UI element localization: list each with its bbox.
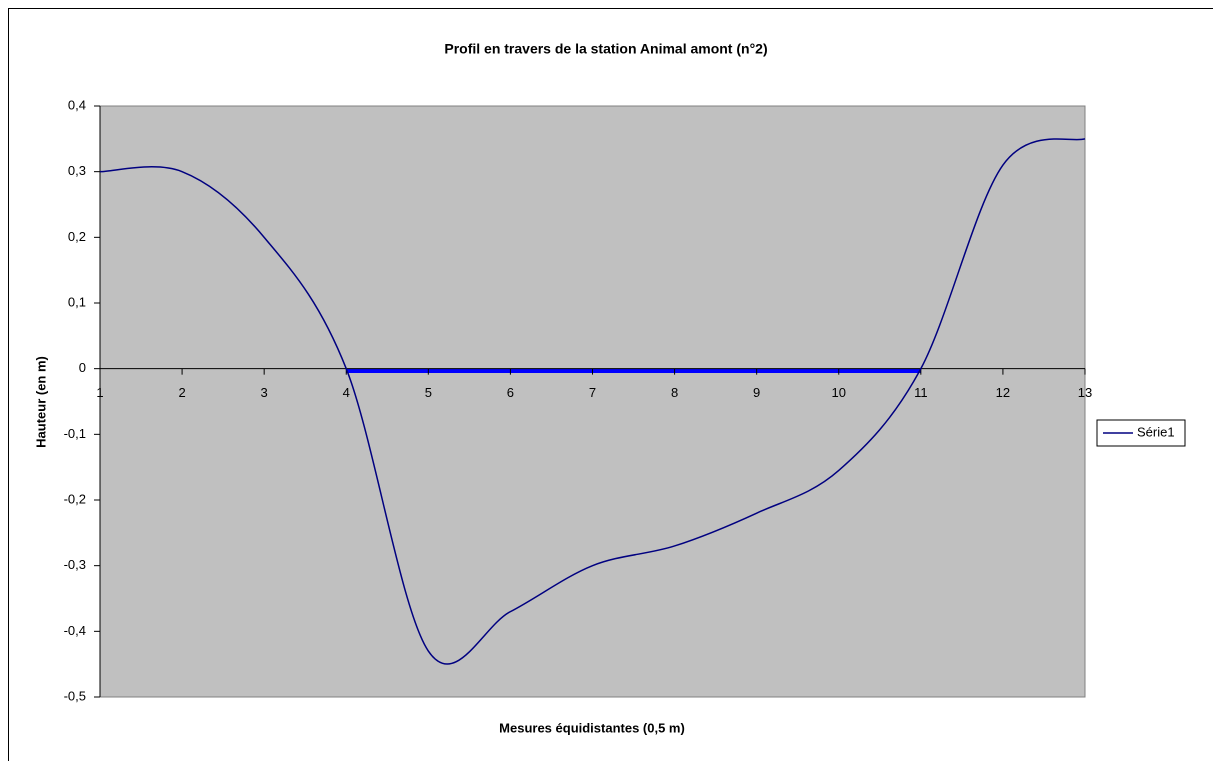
x-tick-label: 5 bbox=[425, 385, 432, 400]
x-tick-label: 12 bbox=[996, 385, 1010, 400]
x-tick-label: 1 bbox=[96, 385, 103, 400]
legend-label: Série1 bbox=[1137, 424, 1175, 439]
x-tick-label: 3 bbox=[261, 385, 268, 400]
y-tick-label: 0,2 bbox=[68, 229, 86, 244]
y-axis-label: Hauteur (en m) bbox=[33, 356, 48, 448]
y-tick-label: -0,2 bbox=[64, 491, 86, 506]
y-tick-label: 0,4 bbox=[68, 97, 86, 112]
y-tick-label: 0,3 bbox=[68, 163, 86, 178]
y-tick-label: -0,4 bbox=[64, 623, 86, 638]
y-tick-label: 0,1 bbox=[68, 294, 86, 309]
x-tick-label: 10 bbox=[832, 385, 846, 400]
x-tick-label: 4 bbox=[343, 385, 350, 400]
y-tick-label: -0,3 bbox=[64, 557, 86, 572]
x-tick-label: 11 bbox=[914, 385, 928, 400]
x-tick-label: 7 bbox=[589, 385, 596, 400]
y-tick-label: 0 bbox=[79, 360, 86, 375]
x-tick-label: 9 bbox=[753, 385, 760, 400]
x-tick-label: 8 bbox=[671, 385, 678, 400]
series-line bbox=[99, 138, 1086, 665]
plot-area bbox=[99, 105, 1086, 698]
chart-title: Profil en travers de la station Animal a… bbox=[444, 41, 767, 57]
x-tick-label: 13 bbox=[1078, 385, 1092, 400]
y-tick-label: -0,1 bbox=[64, 426, 86, 441]
y-tick-label: -0,5 bbox=[64, 688, 86, 703]
x-axis-label: Mesures équidistantes (0,5 m) bbox=[499, 720, 685, 735]
x-tick-label: 2 bbox=[178, 385, 185, 400]
x-tick-label: 6 bbox=[507, 385, 514, 400]
